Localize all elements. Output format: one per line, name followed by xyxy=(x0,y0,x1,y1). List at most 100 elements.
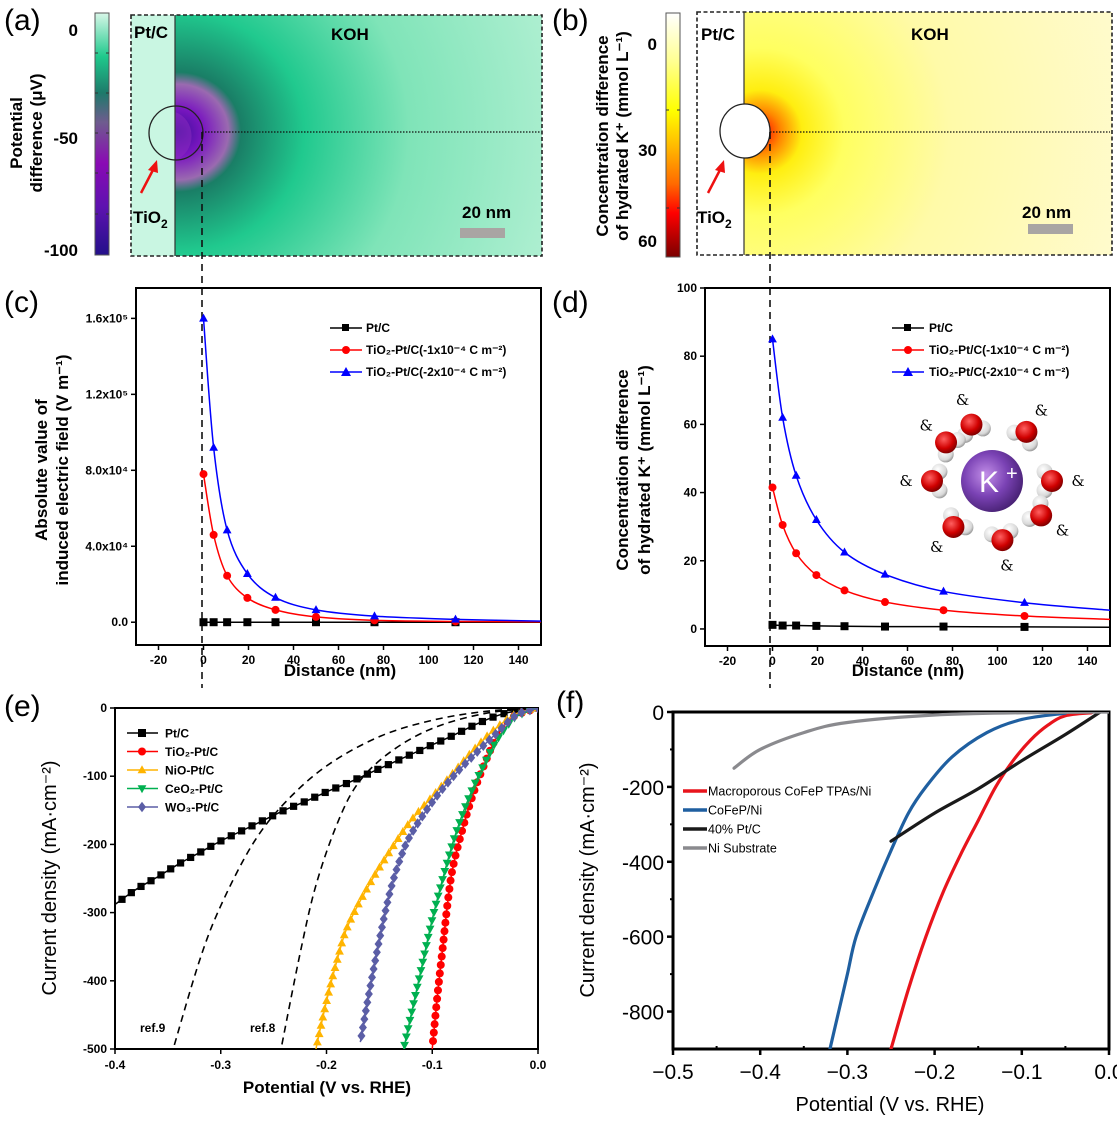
data-point xyxy=(431,1011,440,1020)
panel-f: (f) Current density (mA·cm⁻²) Potential … xyxy=(556,686,1117,1116)
data-point xyxy=(429,1037,438,1046)
data-point xyxy=(379,913,388,925)
y-tick-label: 8.0x10⁴ xyxy=(85,463,128,477)
reference-curve xyxy=(280,708,538,1049)
data-point xyxy=(534,708,538,714)
data-point xyxy=(209,442,219,451)
x-tick-label: -0.3 xyxy=(210,1058,231,1072)
red-arrow-b xyxy=(706,160,725,194)
data-point xyxy=(474,771,484,780)
y-tick-label: 0 xyxy=(100,701,107,715)
data-point xyxy=(398,827,408,836)
particle-label-b: TiO2 xyxy=(697,208,732,231)
water-molecule: & xyxy=(1021,495,1069,539)
legend-item: Pt/C xyxy=(330,321,390,335)
plot-d-ylabel-line1: Concentration difference xyxy=(613,369,632,570)
data-point xyxy=(418,811,427,822)
data-point xyxy=(374,765,382,773)
legend-item: Pt/C xyxy=(892,321,953,335)
data-point xyxy=(497,722,506,734)
charge-symbol: & xyxy=(930,538,943,556)
data-point xyxy=(812,621,821,630)
x-tick-label: -20 xyxy=(719,654,737,668)
data-point xyxy=(422,942,431,951)
data-point xyxy=(227,832,235,840)
colorbar-b-label-line2: of hydrated K⁺ (mmol L⁻¹) xyxy=(613,31,632,241)
x-tick-label: 0 xyxy=(200,653,207,667)
data-point xyxy=(368,972,377,983)
tio2-particle-b xyxy=(719,103,771,159)
data-point xyxy=(401,840,410,851)
data-point xyxy=(335,946,344,955)
data-point xyxy=(342,779,351,788)
data-point xyxy=(452,827,462,836)
data-point xyxy=(242,568,252,577)
x-tick-label: −0.2 xyxy=(914,1061,955,1084)
colorbar-a-tick: -50 xyxy=(53,129,78,148)
data-point xyxy=(416,746,424,755)
data-point xyxy=(199,470,208,479)
colorbar-b-ticks xyxy=(666,109,680,209)
data-point xyxy=(187,853,195,862)
data-point xyxy=(464,795,473,804)
scale-bar-a xyxy=(460,228,505,238)
oxygen-atom xyxy=(1015,420,1038,443)
data-point xyxy=(791,470,801,479)
data-point xyxy=(366,980,375,991)
data-point xyxy=(939,606,948,615)
water-molecule: & xyxy=(899,463,948,499)
data-point xyxy=(393,834,403,843)
x-tick-label: −0.3 xyxy=(827,1061,868,1084)
data-point xyxy=(437,737,445,745)
data-point xyxy=(271,605,280,614)
charge-symbol: & xyxy=(1035,402,1048,420)
data-point xyxy=(430,1020,439,1029)
data-point xyxy=(392,864,401,875)
y-tick-label: -200 xyxy=(622,777,664,800)
oxygen-atom xyxy=(991,529,1014,552)
data-point xyxy=(269,812,277,820)
data-point xyxy=(425,925,435,934)
data-point xyxy=(362,884,371,893)
legend-item: CeO₂-Pt/C xyxy=(127,782,223,796)
plot-d-xlabel: Distance (nm) xyxy=(852,661,964,680)
potassium-ion xyxy=(961,450,1023,512)
data-point xyxy=(316,1020,326,1029)
data-point xyxy=(403,1025,413,1034)
data-point xyxy=(485,734,494,746)
data-point xyxy=(435,969,444,978)
y-tick-label: -300 xyxy=(83,906,107,920)
series-line xyxy=(772,624,1110,628)
data-point xyxy=(243,618,252,627)
legend-label: CeO₂-Pt/C xyxy=(165,782,223,796)
ref9-annotation: ref.9 xyxy=(140,1021,166,1035)
data-point xyxy=(489,713,497,721)
data-point xyxy=(442,910,451,919)
data-point xyxy=(357,1030,366,1042)
data-point xyxy=(207,842,215,850)
data-point xyxy=(311,605,321,614)
y-tick-label: 0.0 xyxy=(111,615,128,629)
data-point xyxy=(339,930,349,939)
x-tick-label: 20 xyxy=(811,654,825,668)
data-point xyxy=(1020,611,1029,620)
oxygen-atom xyxy=(1030,504,1053,527)
oxygen-atom xyxy=(921,470,943,492)
data-point xyxy=(408,813,418,822)
data-point xyxy=(433,892,443,901)
data-point xyxy=(461,803,470,812)
y-tick-label: 0 xyxy=(690,622,697,636)
reference-curve xyxy=(172,708,538,1049)
water-molecule: & xyxy=(1036,463,1085,499)
water-molecule: & xyxy=(983,523,1019,575)
data-point xyxy=(217,837,225,845)
data-point xyxy=(439,935,448,944)
legend-label: WO₃-Pt/C xyxy=(165,801,220,815)
plot-d-legend: Pt/C TiO₂-Pt/C(-1x10⁻⁴ C m⁻²) TiO₂-Pt/C(… xyxy=(892,321,1069,379)
colorbar-a-label-line2: difference (μV) xyxy=(27,73,46,192)
ref8-annotation: ref.8 xyxy=(250,1021,276,1035)
svg-text:Pt/C: Pt/C xyxy=(929,321,953,335)
x-tick-label: −0.5 xyxy=(652,1061,693,1084)
data-point xyxy=(778,621,787,630)
data-point xyxy=(118,895,126,903)
